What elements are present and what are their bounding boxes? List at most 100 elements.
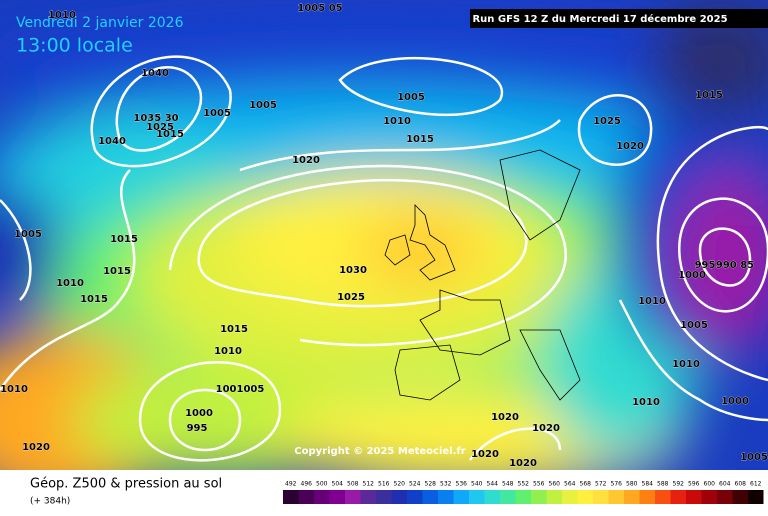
time-text: 13:00 locale <box>16 35 133 57</box>
isobar-label: 1005 05 <box>297 3 342 14</box>
date-text: Vendredi 2 janvier 2026 <box>16 15 184 31</box>
scale-label: 496 <box>301 481 313 488</box>
isobar-label: 1015 <box>103 266 131 277</box>
scale-swatch <box>670 490 686 504</box>
scale-swatch <box>407 490 423 504</box>
isobar-label: 1015 <box>220 324 248 335</box>
scale-swatch <box>376 490 392 504</box>
scale-label: 544 <box>487 481 499 488</box>
isobar-label: 1005 <box>680 320 708 331</box>
scale-swatch <box>484 490 500 504</box>
scale-label: 596 <box>688 481 700 488</box>
isobar-label: 1000 <box>185 408 213 419</box>
isobar-label: 1040 <box>98 136 126 147</box>
isobar-label: 995 <box>695 260 716 271</box>
isobar-label: 1010 <box>638 296 666 307</box>
color-scale: 492 496 500 504 508 512 516 520 524 528 532 536 540 5… <box>283 481 764 504</box>
isobar-label: 995 <box>187 423 208 434</box>
isobar-label: 1010 <box>0 384 28 395</box>
run-text: Run GFS 12 Z du Mercredi 17 décembre 202… <box>472 13 727 25</box>
scale-label: 504 <box>332 481 344 488</box>
scale-label: 536 <box>456 481 468 488</box>
scale-swatch <box>422 490 438 504</box>
scale-label: 516 <box>378 481 390 488</box>
scale-label: 548 <box>502 481 514 488</box>
isobar-label: 1020 <box>471 449 499 460</box>
scale-swatch <box>329 490 345 504</box>
scale-label: 608 <box>735 481 747 488</box>
isobar-label: 1020 <box>22 442 50 453</box>
scale-swatch <box>314 490 330 504</box>
scale-swatch <box>655 490 671 504</box>
scale-label: 592 <box>673 481 685 488</box>
isobar-label: 990 85 <box>716 260 754 271</box>
footer-title: Géop. Z500 & pression au sol <box>30 477 222 492</box>
isobar-label: 1010 <box>383 116 411 127</box>
scale-label: 520 <box>394 481 406 488</box>
isobar-label: 1005 <box>203 108 231 119</box>
scale-swatch <box>453 490 469 504</box>
scale-swatch <box>391 490 407 504</box>
scale-label: 532 <box>440 481 452 488</box>
scale-swatch <box>748 490 764 504</box>
scale-swatch <box>732 490 748 504</box>
isobar-label: 1005 <box>397 92 425 103</box>
copyright: Copyright © 2025 Meteociel.fr <box>294 446 465 457</box>
scale-swatch <box>608 490 624 504</box>
scale-label: 524 <box>409 481 421 488</box>
scale-label: 540 <box>471 481 483 488</box>
scale-label: 500 <box>316 481 328 488</box>
isobar-label: 1015 <box>695 90 723 101</box>
scale-label: 564 <box>564 481 576 488</box>
scale-label: 528 <box>425 481 437 488</box>
scale-swatch <box>360 490 376 504</box>
isobar-label: 1025 <box>337 292 365 303</box>
isobar-label: 1030 <box>339 265 367 276</box>
scale-swatch <box>283 490 299 504</box>
scale-swatch <box>438 490 454 504</box>
scale-label: 576 <box>611 481 623 488</box>
isobar-label: 1020 <box>532 423 560 434</box>
isobar-label: 1010 <box>672 359 700 370</box>
scale-label: 552 <box>518 481 530 488</box>
scale-swatch <box>500 490 516 504</box>
isobar-label: 1040 <box>141 68 169 79</box>
scale-label: 572 <box>595 481 607 488</box>
scale-swatch <box>469 490 485 504</box>
scale-swatch <box>686 490 702 504</box>
scale-swatch <box>639 490 655 504</box>
isobar-label: 1020 <box>292 155 320 166</box>
isobar-label: 1015 <box>406 134 434 145</box>
isobar-label: 1035 30 <box>133 113 178 124</box>
isobar-label: 1020 <box>491 412 519 423</box>
isobar-label: 1025 <box>593 116 621 127</box>
isobar-label: 1025 <box>146 122 174 133</box>
scale-label: 588 <box>657 481 669 488</box>
isobars <box>0 55 768 462</box>
isobar-label: 1020 <box>509 458 537 469</box>
scale-swatch <box>515 490 531 504</box>
scale-label: 604 <box>719 481 731 488</box>
isobar-label: 1005 <box>740 452 768 463</box>
isobar-label: 1015 <box>110 234 138 245</box>
scale-label: 568 <box>580 481 592 488</box>
isobar-label: 1010 <box>632 397 660 408</box>
scale-label: 560 <box>549 481 561 488</box>
isobar-label: 1000 <box>678 270 706 281</box>
isobar-label: 1010 <box>56 278 84 289</box>
coastlines <box>384 149 581 401</box>
scale-swatch <box>717 490 733 504</box>
scale-label: 556 <box>533 481 545 488</box>
isobar-label: 1010 <box>48 10 76 21</box>
isobar-label: 1001005 <box>216 384 265 395</box>
isobar-label: 1000 <box>721 396 749 407</box>
scale-swatch <box>624 490 640 504</box>
scale-label: 512 <box>363 481 375 488</box>
scale-swatch <box>546 490 562 504</box>
footer-lead: (+ 384h) <box>30 497 70 507</box>
isobar-label: 1015 <box>80 294 108 305</box>
scale-swatch <box>298 490 314 504</box>
